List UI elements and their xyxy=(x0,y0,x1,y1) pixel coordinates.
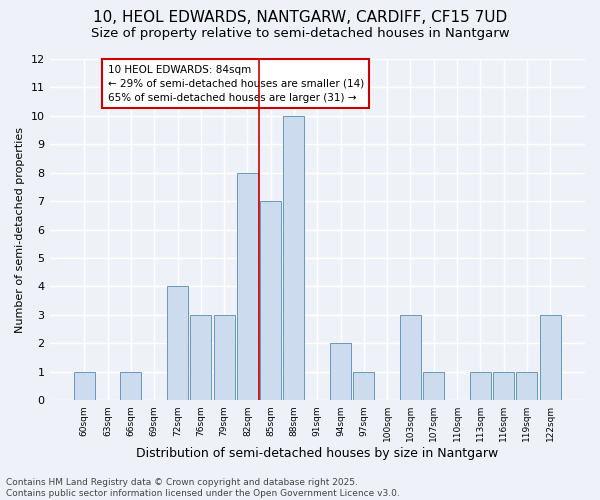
Bar xyxy=(260,201,281,400)
Bar xyxy=(167,286,188,400)
Bar xyxy=(237,172,258,400)
Bar xyxy=(493,372,514,400)
Bar xyxy=(470,372,491,400)
Bar xyxy=(214,315,235,400)
Bar xyxy=(400,315,421,400)
Y-axis label: Number of semi-detached properties: Number of semi-detached properties xyxy=(15,126,25,332)
Bar xyxy=(283,116,304,400)
Text: 10 HEOL EDWARDS: 84sqm
← 29% of semi-detached houses are smaller (14)
65% of sem: 10 HEOL EDWARDS: 84sqm ← 29% of semi-det… xyxy=(107,64,364,102)
Bar xyxy=(423,372,444,400)
Bar xyxy=(190,315,211,400)
X-axis label: Distribution of semi-detached houses by size in Nantgarw: Distribution of semi-detached houses by … xyxy=(136,447,499,460)
Bar xyxy=(353,372,374,400)
Bar xyxy=(74,372,95,400)
Text: Contains HM Land Registry data © Crown copyright and database right 2025.
Contai: Contains HM Land Registry data © Crown c… xyxy=(6,478,400,498)
Text: Size of property relative to semi-detached houses in Nantgarw: Size of property relative to semi-detach… xyxy=(91,28,509,40)
Bar xyxy=(517,372,538,400)
Text: 10, HEOL EDWARDS, NANTGARW, CARDIFF, CF15 7UD: 10, HEOL EDWARDS, NANTGARW, CARDIFF, CF1… xyxy=(93,10,507,25)
Bar xyxy=(330,344,351,400)
Bar xyxy=(121,372,142,400)
Bar xyxy=(539,315,560,400)
